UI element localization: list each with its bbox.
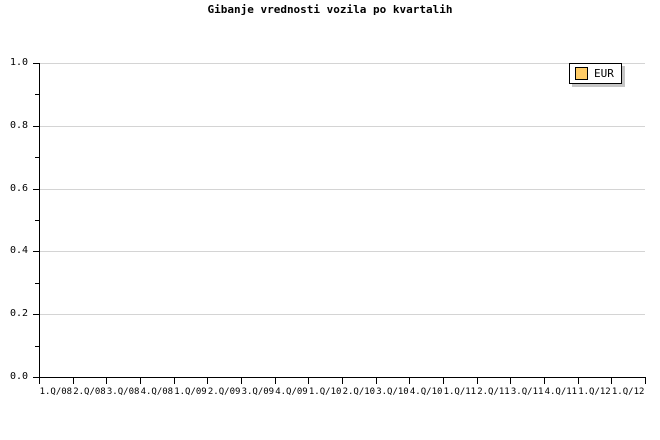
gridline [39, 314, 645, 316]
y-axis-tick [33, 251, 39, 253]
x-axis-tick [611, 378, 612, 384]
x-axis-label: 4.Q/11 [544, 387, 578, 397]
gridline [39, 251, 645, 253]
x-axis-tick [308, 378, 309, 384]
y-axis-line [39, 63, 40, 378]
x-axis-label: 4.Q/09 [275, 387, 308, 397]
x-axis-tick [443, 378, 444, 384]
x-axis-label: 1.Q/11 [443, 387, 477, 397]
y-axis-minor-tick [35, 282, 39, 284]
x-axis-label: 3.Q/09 [241, 387, 275, 397]
x-axis-tick [376, 378, 377, 384]
y-axis-label: 0.4 [9, 245, 28, 257]
y-axis-tick [33, 188, 39, 190]
x-axis-label: 4.Q/08 [140, 387, 174, 397]
y-axis-label: 0.0 [9, 371, 28, 382]
x-axis-tick [73, 378, 74, 384]
x-axis-tick [578, 378, 579, 384]
x-axis-tick [510, 378, 511, 384]
chart-legend[interactable]: EUR [569, 63, 622, 84]
x-axis-label: 3.Q/10 [376, 387, 409, 397]
x-axis-tick [106, 378, 107, 384]
gridline [39, 188, 645, 190]
x-axis-line [39, 377, 646, 378]
x-axis-tick [174, 378, 175, 384]
legend-label-eur: EUR [594, 66, 614, 80]
x-axis-label: 2.Q/09 [207, 387, 241, 397]
x-axis-tick [645, 378, 646, 384]
y-axis-tick [33, 125, 39, 127]
chart-title: Gibanje vrednosti vozila po kvartalih [207, 3, 453, 16]
y-axis-minor-tick [35, 157, 39, 159]
y-axis-tick [33, 314, 39, 316]
x-axis-label: 1.Q/12 [578, 387, 611, 397]
x-axis-label: 1.Q/12 [611, 387, 645, 397]
x-axis-label: 2.Q/08 [73, 387, 106, 397]
x-axis-label: 1.Q/10 [308, 387, 342, 397]
x-axis-tick [409, 378, 410, 384]
y-axis-label: 0.8 [9, 119, 28, 131]
x-axis-tick [207, 378, 208, 384]
y-axis-minor-tick [35, 345, 39, 347]
legend-swatch-eur [575, 67, 588, 80]
x-axis-tick [241, 378, 242, 384]
gridline [39, 63, 645, 64]
x-axis-tick [342, 378, 343, 384]
x-axis-label: 2.Q/10 [342, 387, 376, 397]
x-axis-tick [275, 378, 276, 384]
y-axis-minor-tick [35, 220, 39, 221]
x-axis-tick [140, 378, 141, 384]
x-axis-tick [477, 378, 478, 384]
y-axis-label: 0.2 [9, 308, 28, 320]
y-axis-tick [33, 377, 39, 378]
x-axis-label: 2.Q/11 [477, 387, 510, 397]
x-axis-label: 3.Q/08 [106, 387, 140, 397]
x-axis-tick [544, 378, 545, 384]
x-axis-label: 1.Q/09 [174, 387, 207, 397]
y-axis-tick [33, 63, 39, 64]
plot-area [39, 63, 645, 377]
gridline [39, 125, 645, 127]
x-axis-label: 4.Q/10 [409, 387, 443, 397]
x-axis-label: 1.Q/08 [39, 387, 73, 397]
x-axis-tick [39, 378, 40, 384]
x-axis-label: 3.Q/11 [510, 387, 544, 397]
y-axis-label: 1.0 [9, 57, 28, 68]
y-axis-label: 0.6 [9, 182, 28, 194]
y-axis-minor-tick [35, 94, 39, 96]
